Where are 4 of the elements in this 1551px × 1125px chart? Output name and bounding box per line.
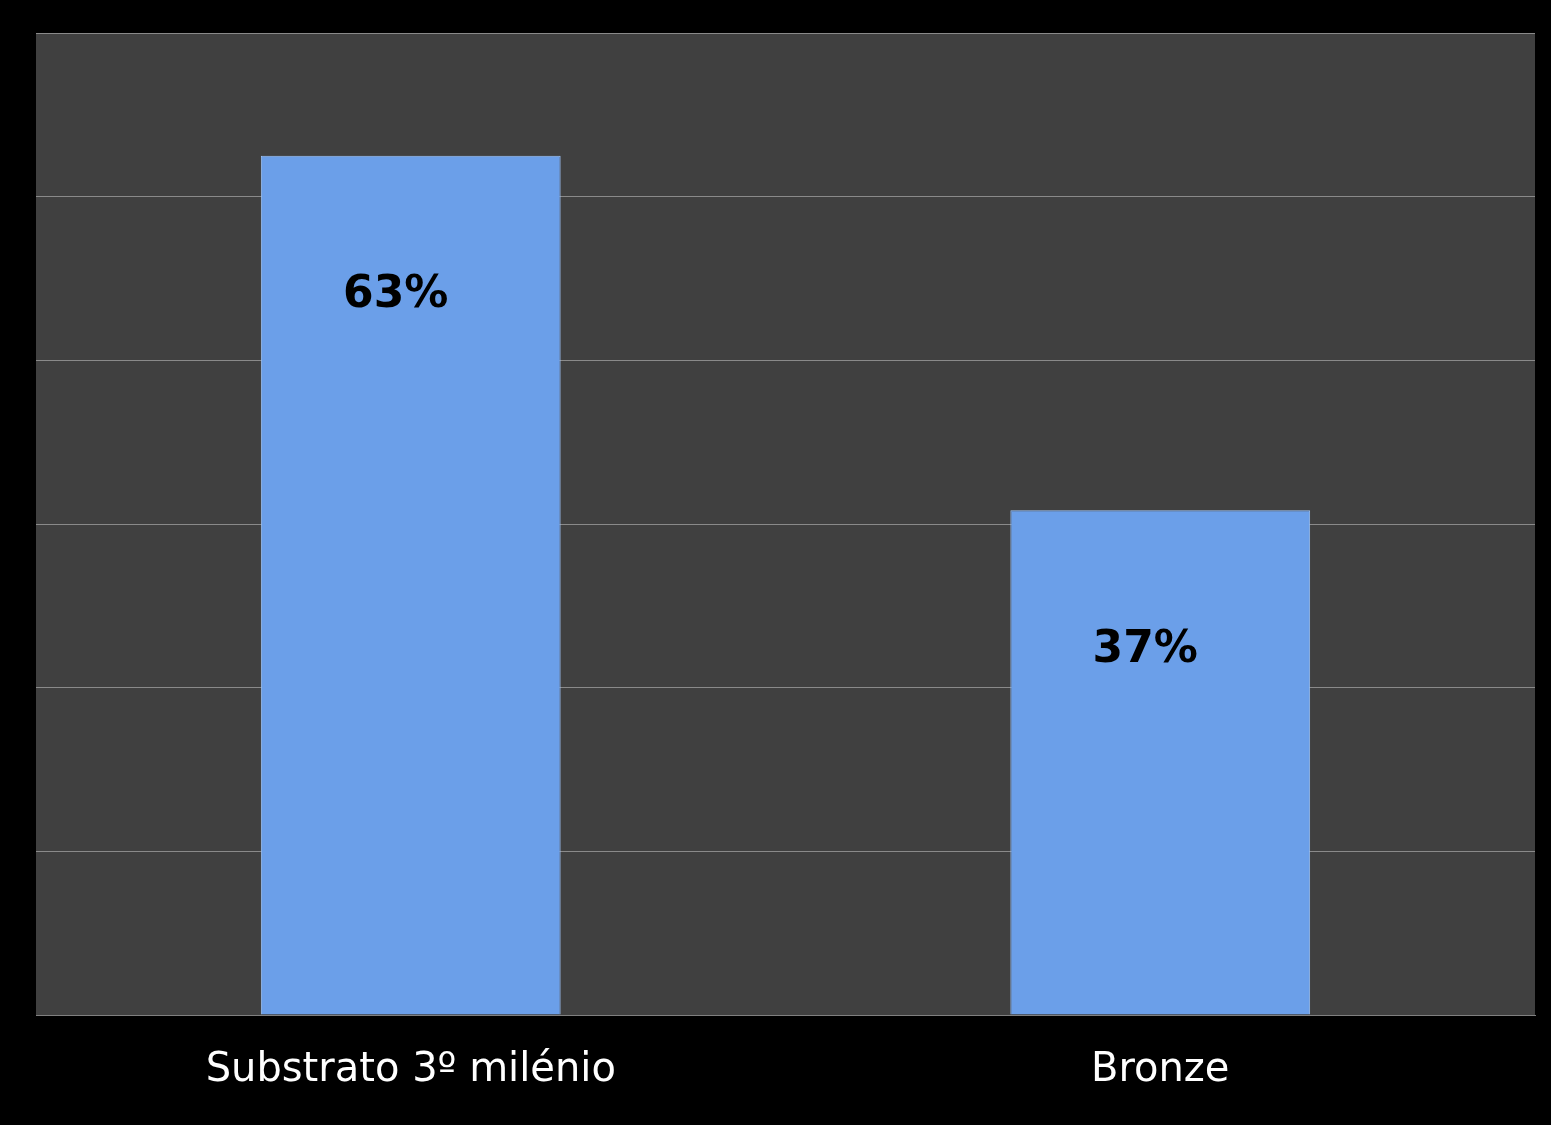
data-label: 63% [343, 266, 449, 318]
x-tick-label: Bronze [1091, 1044, 1230, 1091]
x-tick-label: Substrato 3º milénio [205, 1044, 616, 1091]
data-label: 37% [1092, 620, 1198, 672]
